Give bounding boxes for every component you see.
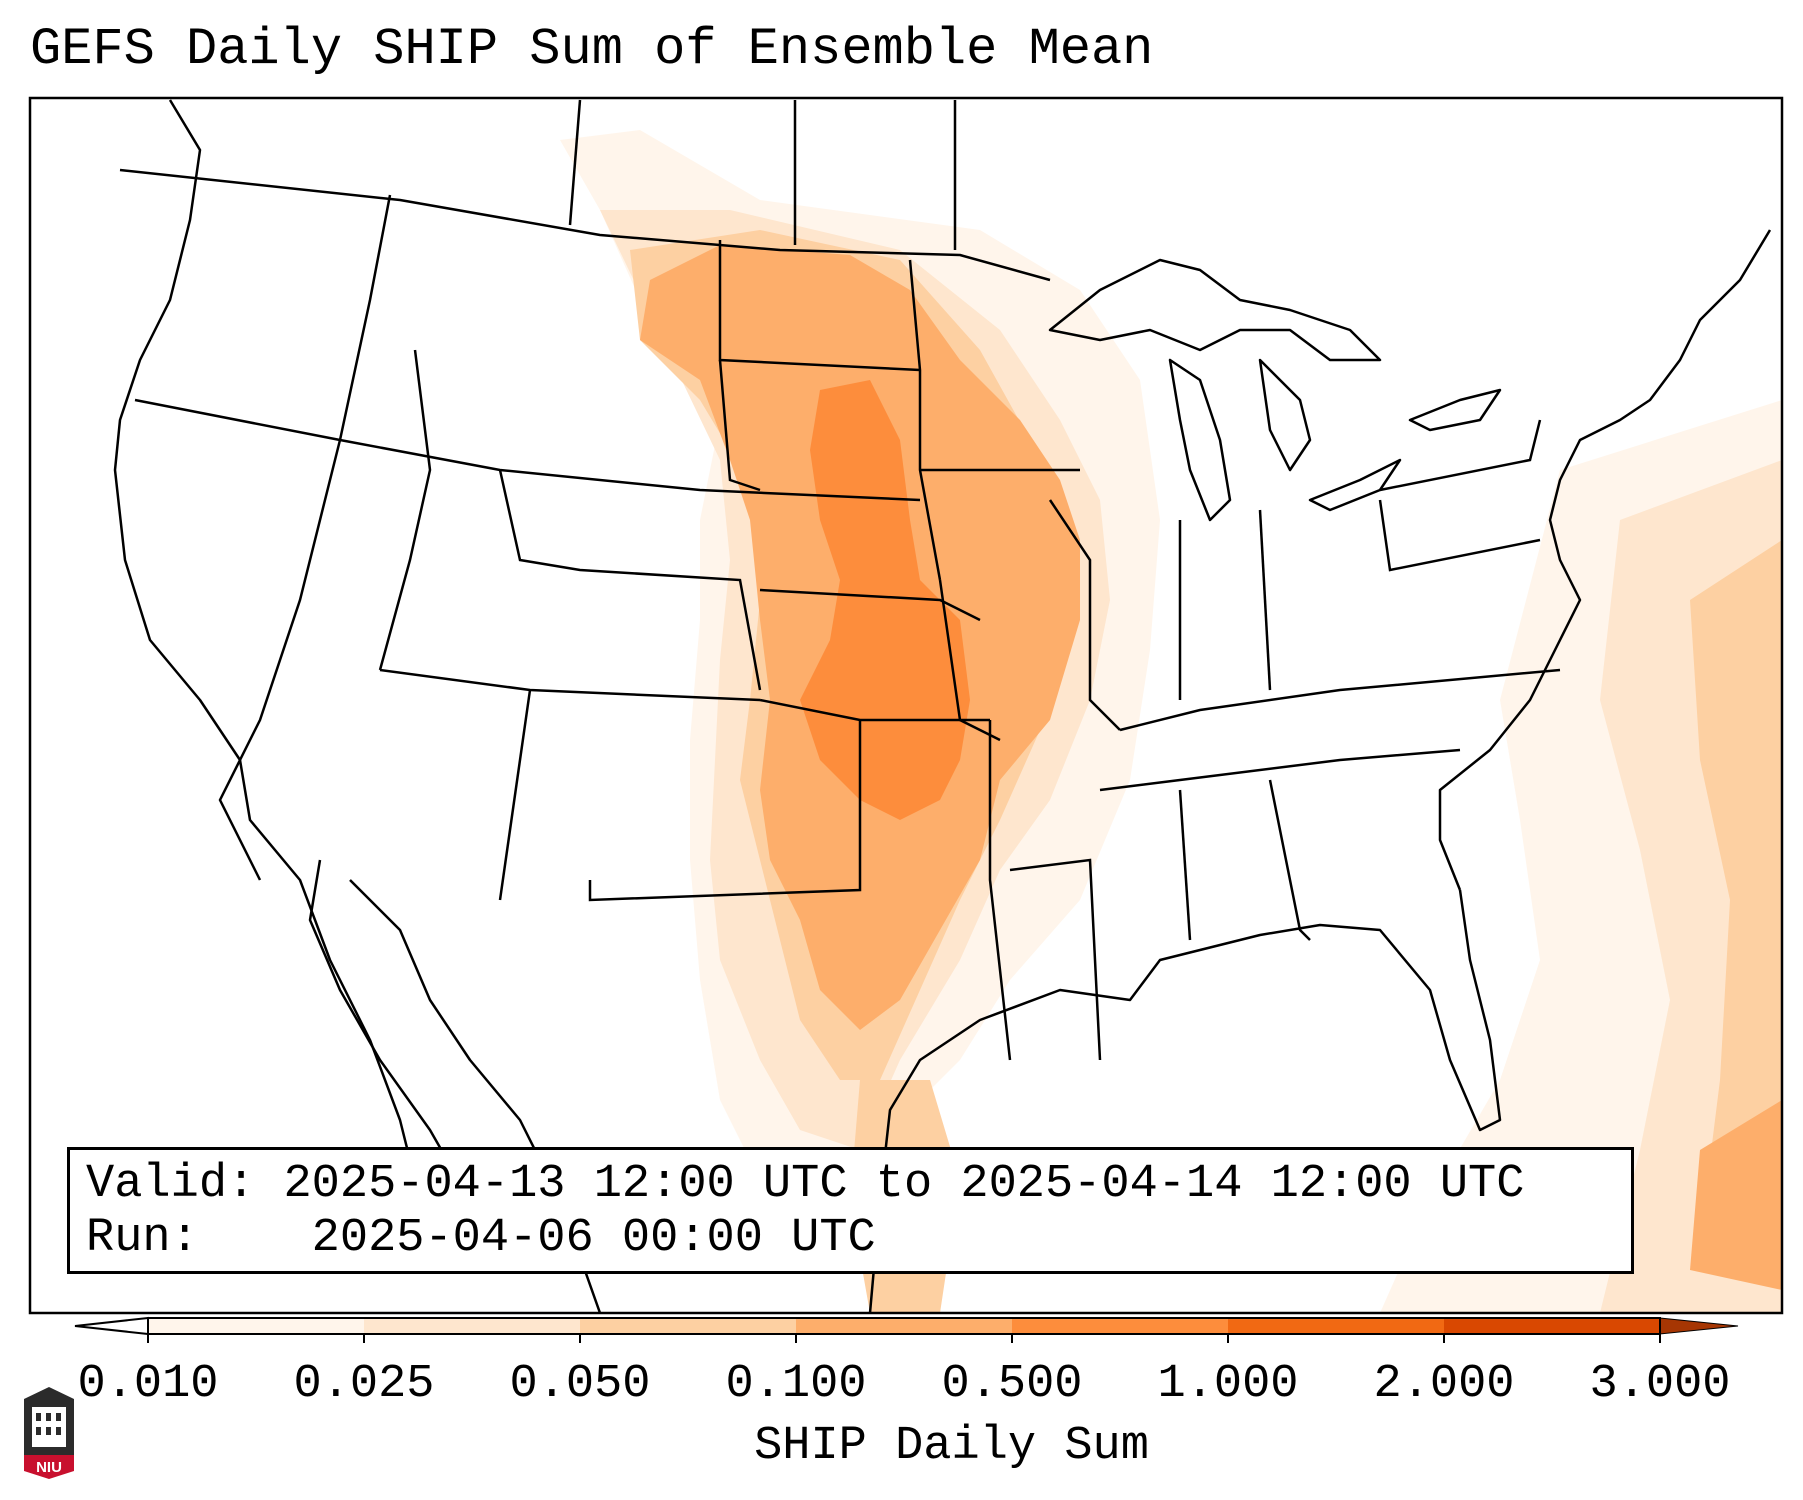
- colorbar-seg-3: [796, 1318, 1012, 1334]
- colorbar-seg-2: [580, 1318, 796, 1334]
- valid-value: 2025-04-13 12:00 UTC to 2025-04-14 12:00…: [283, 1158, 1525, 1211]
- valid-label: Valid:: [86, 1158, 256, 1211]
- colorbar-tick-5: 1.000: [1157, 1358, 1299, 1411]
- colorbar-tick-0: 0.010: [77, 1358, 219, 1411]
- state-borders: [134, 99, 1561, 1061]
- run-value: 2025-04-06 00:00 UTC: [311, 1212, 876, 1265]
- niu-logo: NIU: [24, 1387, 74, 1479]
- valid-row: Valid: 2025-04-13 12:00 UTC to 2025-04-1…: [86, 1158, 1631, 1212]
- run-label: Run:: [86, 1212, 199, 1265]
- shade-caribbean: [1690, 1100, 1782, 1290]
- colorbar-outline: [147, 1317, 1661, 1335]
- colorbar-tick-1: 0.025: [293, 1358, 435, 1411]
- valid-run-info-box: Valid: 2025-04-13 12:00 UTC to 2025-04-1…: [67, 1147, 1634, 1274]
- colorbar-tick-7: 3.000: [1589, 1358, 1731, 1411]
- chart-title: GEFS Daily SHIP Sum of Ensemble Mean: [30, 20, 1154, 79]
- ship-shading: [560, 130, 1782, 1313]
- colorbar-seg-5: [1228, 1318, 1444, 1334]
- coastlines: [113, 99, 1772, 1314]
- colorbar: [74, 1316, 1739, 1343]
- colorbar-seg-1: [364, 1318, 580, 1334]
- svg-text:NIU: NIU: [36, 1459, 62, 1476]
- colorbar-seg-0: [148, 1318, 364, 1334]
- colorbar-tick-2: 0.050: [509, 1358, 651, 1411]
- colorbar-extend-low: [74, 1316, 149, 1336]
- colorbar-tick-6: 2.000: [1373, 1358, 1515, 1411]
- shade-plains-0500: [800, 380, 970, 820]
- map-frame: [28, 96, 1784, 1315]
- colorbar-extend-high: [1659, 1317, 1739, 1335]
- colorbar-tick-3: 0.100: [725, 1358, 867, 1411]
- run-row: Run: 2025-04-06 00:00 UTC: [86, 1212, 1631, 1266]
- colorbar-label: SHIP Daily Sum: [754, 1420, 1149, 1473]
- colorbar-seg-4: [1012, 1318, 1228, 1334]
- colorbar-tick-4: 0.500: [941, 1358, 1083, 1411]
- shade-atlantic-orange: [1690, 540, 1782, 1250]
- colorbar-seg-6: [1444, 1318, 1660, 1334]
